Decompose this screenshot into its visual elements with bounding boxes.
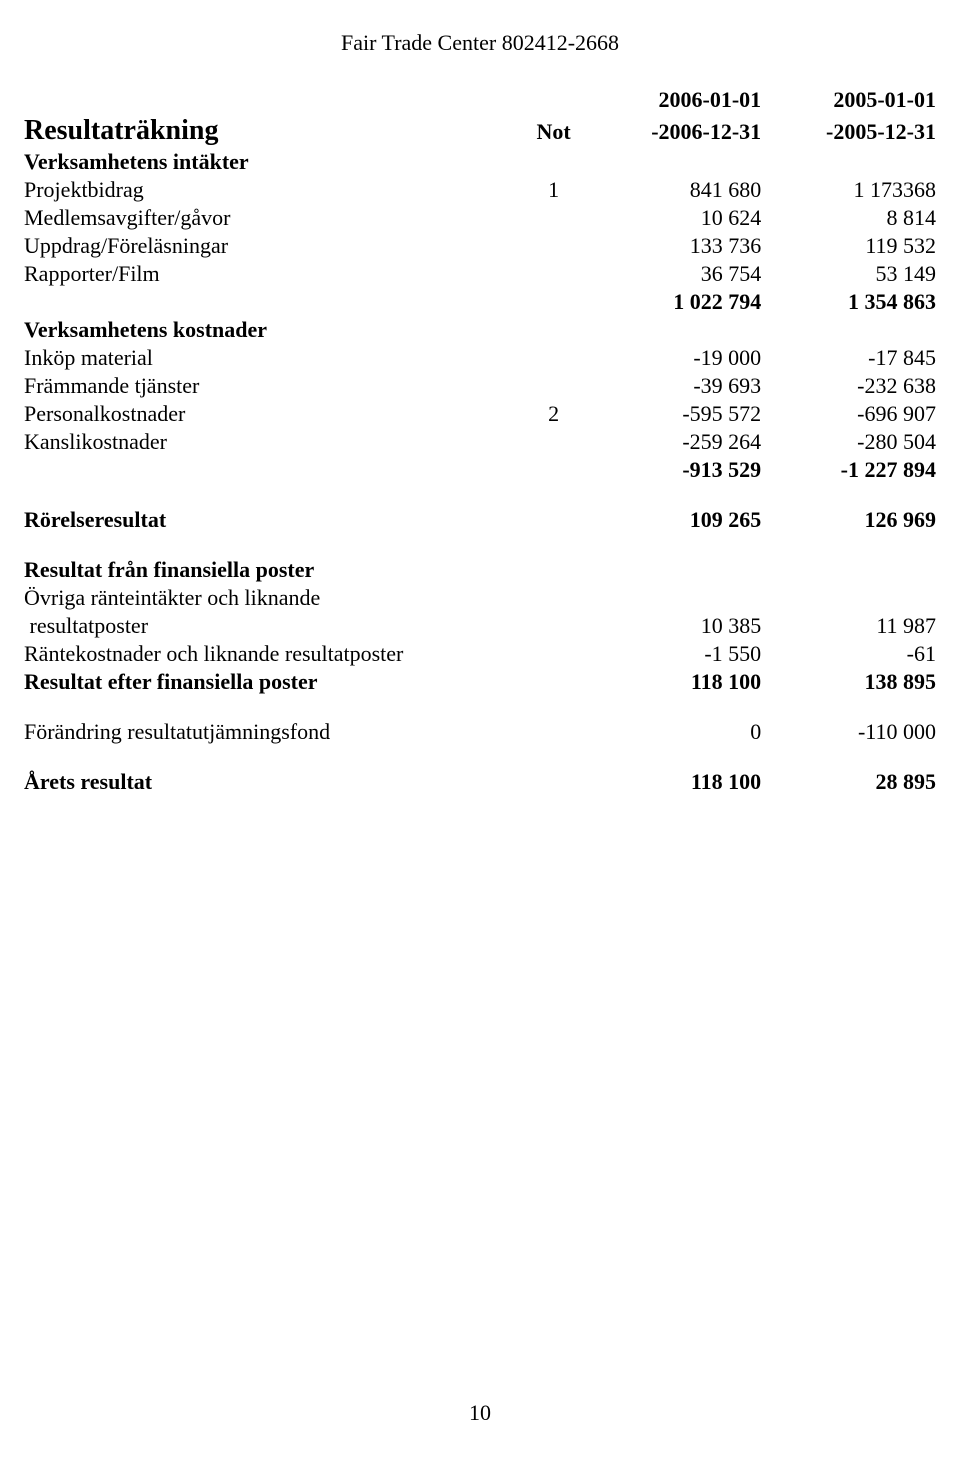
adjustment-row: Förändring resultatutjämningsfond 0 -110…	[20, 718, 940, 746]
adjustment-2005: -110 000	[765, 718, 940, 746]
period-2006-end: -2006-12-31	[590, 114, 765, 148]
income-val-2005: 1 173368	[765, 176, 940, 204]
operating-result-2006: 109 265	[590, 506, 765, 534]
operating-result-row: Rörelseresultat 109 265 126 969	[20, 506, 940, 534]
costs-val-2005: -17 845	[765, 344, 940, 372]
costs-note	[517, 344, 591, 372]
income-subtotal-2005: 1 354 863	[765, 288, 940, 316]
costs-subtotal-2006: -913 529	[590, 456, 765, 484]
adjustment-2006: 0	[590, 718, 765, 746]
income-note	[517, 232, 591, 260]
title-row: Resultaträkning Not -2006-12-31 -2005-12…	[20, 114, 940, 148]
income-row: Rapporter/Film 36 754 53 149	[20, 260, 940, 288]
income-heading-row: Verksamhetens intäkter	[20, 148, 940, 176]
income-val-2005: 53 149	[765, 260, 940, 288]
year-result-row: Årets resultat 118 100 28 895	[20, 768, 940, 796]
costs-val-2006: -595 572	[590, 400, 765, 428]
income-note: 1	[517, 176, 591, 204]
costs-heading: Verksamhetens kostnader	[20, 316, 517, 344]
result-after-financial-2006: 118 100	[590, 668, 765, 696]
income-note	[517, 260, 591, 288]
statement-title: Resultaträkning	[20, 114, 517, 148]
financial-label-line1: Övriga ränteintäkter och liknande	[20, 584, 517, 612]
financial-label: Räntekostnader och liknande resultatpost…	[20, 640, 517, 668]
costs-row: Främmande tjänster -39 693 -232 638	[20, 372, 940, 400]
costs-val-2005: -280 504	[765, 428, 940, 456]
income-label: Medlemsavgifter/gåvor	[20, 204, 517, 232]
costs-val-2006: -39 693	[590, 372, 765, 400]
costs-val-2005: -232 638	[765, 372, 940, 400]
costs-val-2005: -696 907	[765, 400, 940, 428]
financial-val-2005: 11 987	[765, 612, 940, 640]
income-subtotal-row: 1 022 794 1 354 863	[20, 288, 940, 316]
costs-note: 2	[517, 400, 591, 428]
note-header: Not	[517, 114, 591, 148]
financial-row: Övriga ränteintäkter och liknande	[20, 584, 940, 612]
adjustment-label: Förändring resultatutjämningsfond	[20, 718, 517, 746]
costs-row: Kanslikostnader -259 264 -280 504	[20, 428, 940, 456]
financial-val-2006: -1 550	[590, 640, 765, 668]
income-val-2006: 841 680	[590, 176, 765, 204]
period-2006-start: 2006-01-01	[590, 86, 765, 114]
period-2005-end: -2005-12-31	[765, 114, 940, 148]
income-label: Projektbidrag	[20, 176, 517, 204]
costs-row: Inköp material -19 000 -17 845	[20, 344, 940, 372]
period-2005-start: 2005-01-01	[765, 86, 940, 114]
costs-label: Inköp material	[20, 344, 517, 372]
income-row: Medlemsavgifter/gåvor 10 624 8 814	[20, 204, 940, 232]
page-number: 10	[0, 1400, 960, 1426]
financial-heading: Resultat från finansiella poster	[20, 556, 517, 584]
income-val-2006: 36 754	[590, 260, 765, 288]
income-label: Uppdrag/Föreläsningar	[20, 232, 517, 260]
income-row: Projektbidrag 1 841 680 1 173368	[20, 176, 940, 204]
income-val-2006: 133 736	[590, 232, 765, 260]
costs-subtotal-row: -913 529 -1 227 894	[20, 456, 940, 484]
financial-row: Räntekostnader och liknande resultatpost…	[20, 640, 940, 668]
income-subtotal-2006: 1 022 794	[590, 288, 765, 316]
result-after-financial-2005: 138 895	[765, 668, 940, 696]
costs-val-2006: -19 000	[590, 344, 765, 372]
result-after-financial-row: Resultat efter finansiella poster 118 10…	[20, 668, 940, 696]
document-header: Fair Trade Center 802412-2668	[20, 30, 940, 56]
income-row: Uppdrag/Föreläsningar 133 736 119 532	[20, 232, 940, 260]
year-result-label: Årets resultat	[20, 768, 517, 796]
year-result-2006: 118 100	[590, 768, 765, 796]
costs-note	[517, 428, 591, 456]
income-val-2005: 8 814	[765, 204, 940, 232]
financial-row: resultatposter 10 385 11 987	[20, 612, 940, 640]
financial-val-2005: -61	[765, 640, 940, 668]
operating-result-2005: 126 969	[765, 506, 940, 534]
costs-subtotal-2005: -1 227 894	[765, 456, 940, 484]
costs-heading-row: Verksamhetens kostnader	[20, 316, 940, 344]
financial-label-line2: resultatposter	[20, 612, 517, 640]
costs-note	[517, 372, 591, 400]
page: Fair Trade Center 802412-2668 2006-01-01…	[0, 0, 960, 1466]
year-result-2005: 28 895	[765, 768, 940, 796]
income-val-2006: 10 624	[590, 204, 765, 232]
costs-val-2006: -259 264	[590, 428, 765, 456]
period-start-row: 2006-01-01 2005-01-01	[20, 86, 940, 114]
costs-label: Främmande tjänster	[20, 372, 517, 400]
income-val-2005: 119 532	[765, 232, 940, 260]
income-label: Rapporter/Film	[20, 260, 517, 288]
result-after-financial-label: Resultat efter finansiella poster	[20, 668, 517, 696]
operating-result-label: Rörelseresultat	[20, 506, 517, 534]
costs-label: Personalkostnader	[20, 400, 517, 428]
income-statement-table: 2006-01-01 2005-01-01 Resultaträkning No…	[20, 86, 940, 796]
financial-heading-row: Resultat från finansiella poster	[20, 556, 940, 584]
costs-label: Kanslikostnader	[20, 428, 517, 456]
financial-val-2006: 10 385	[590, 612, 765, 640]
costs-row: Personalkostnader 2 -595 572 -696 907	[20, 400, 940, 428]
income-note	[517, 204, 591, 232]
income-heading: Verksamhetens intäkter	[20, 148, 517, 176]
